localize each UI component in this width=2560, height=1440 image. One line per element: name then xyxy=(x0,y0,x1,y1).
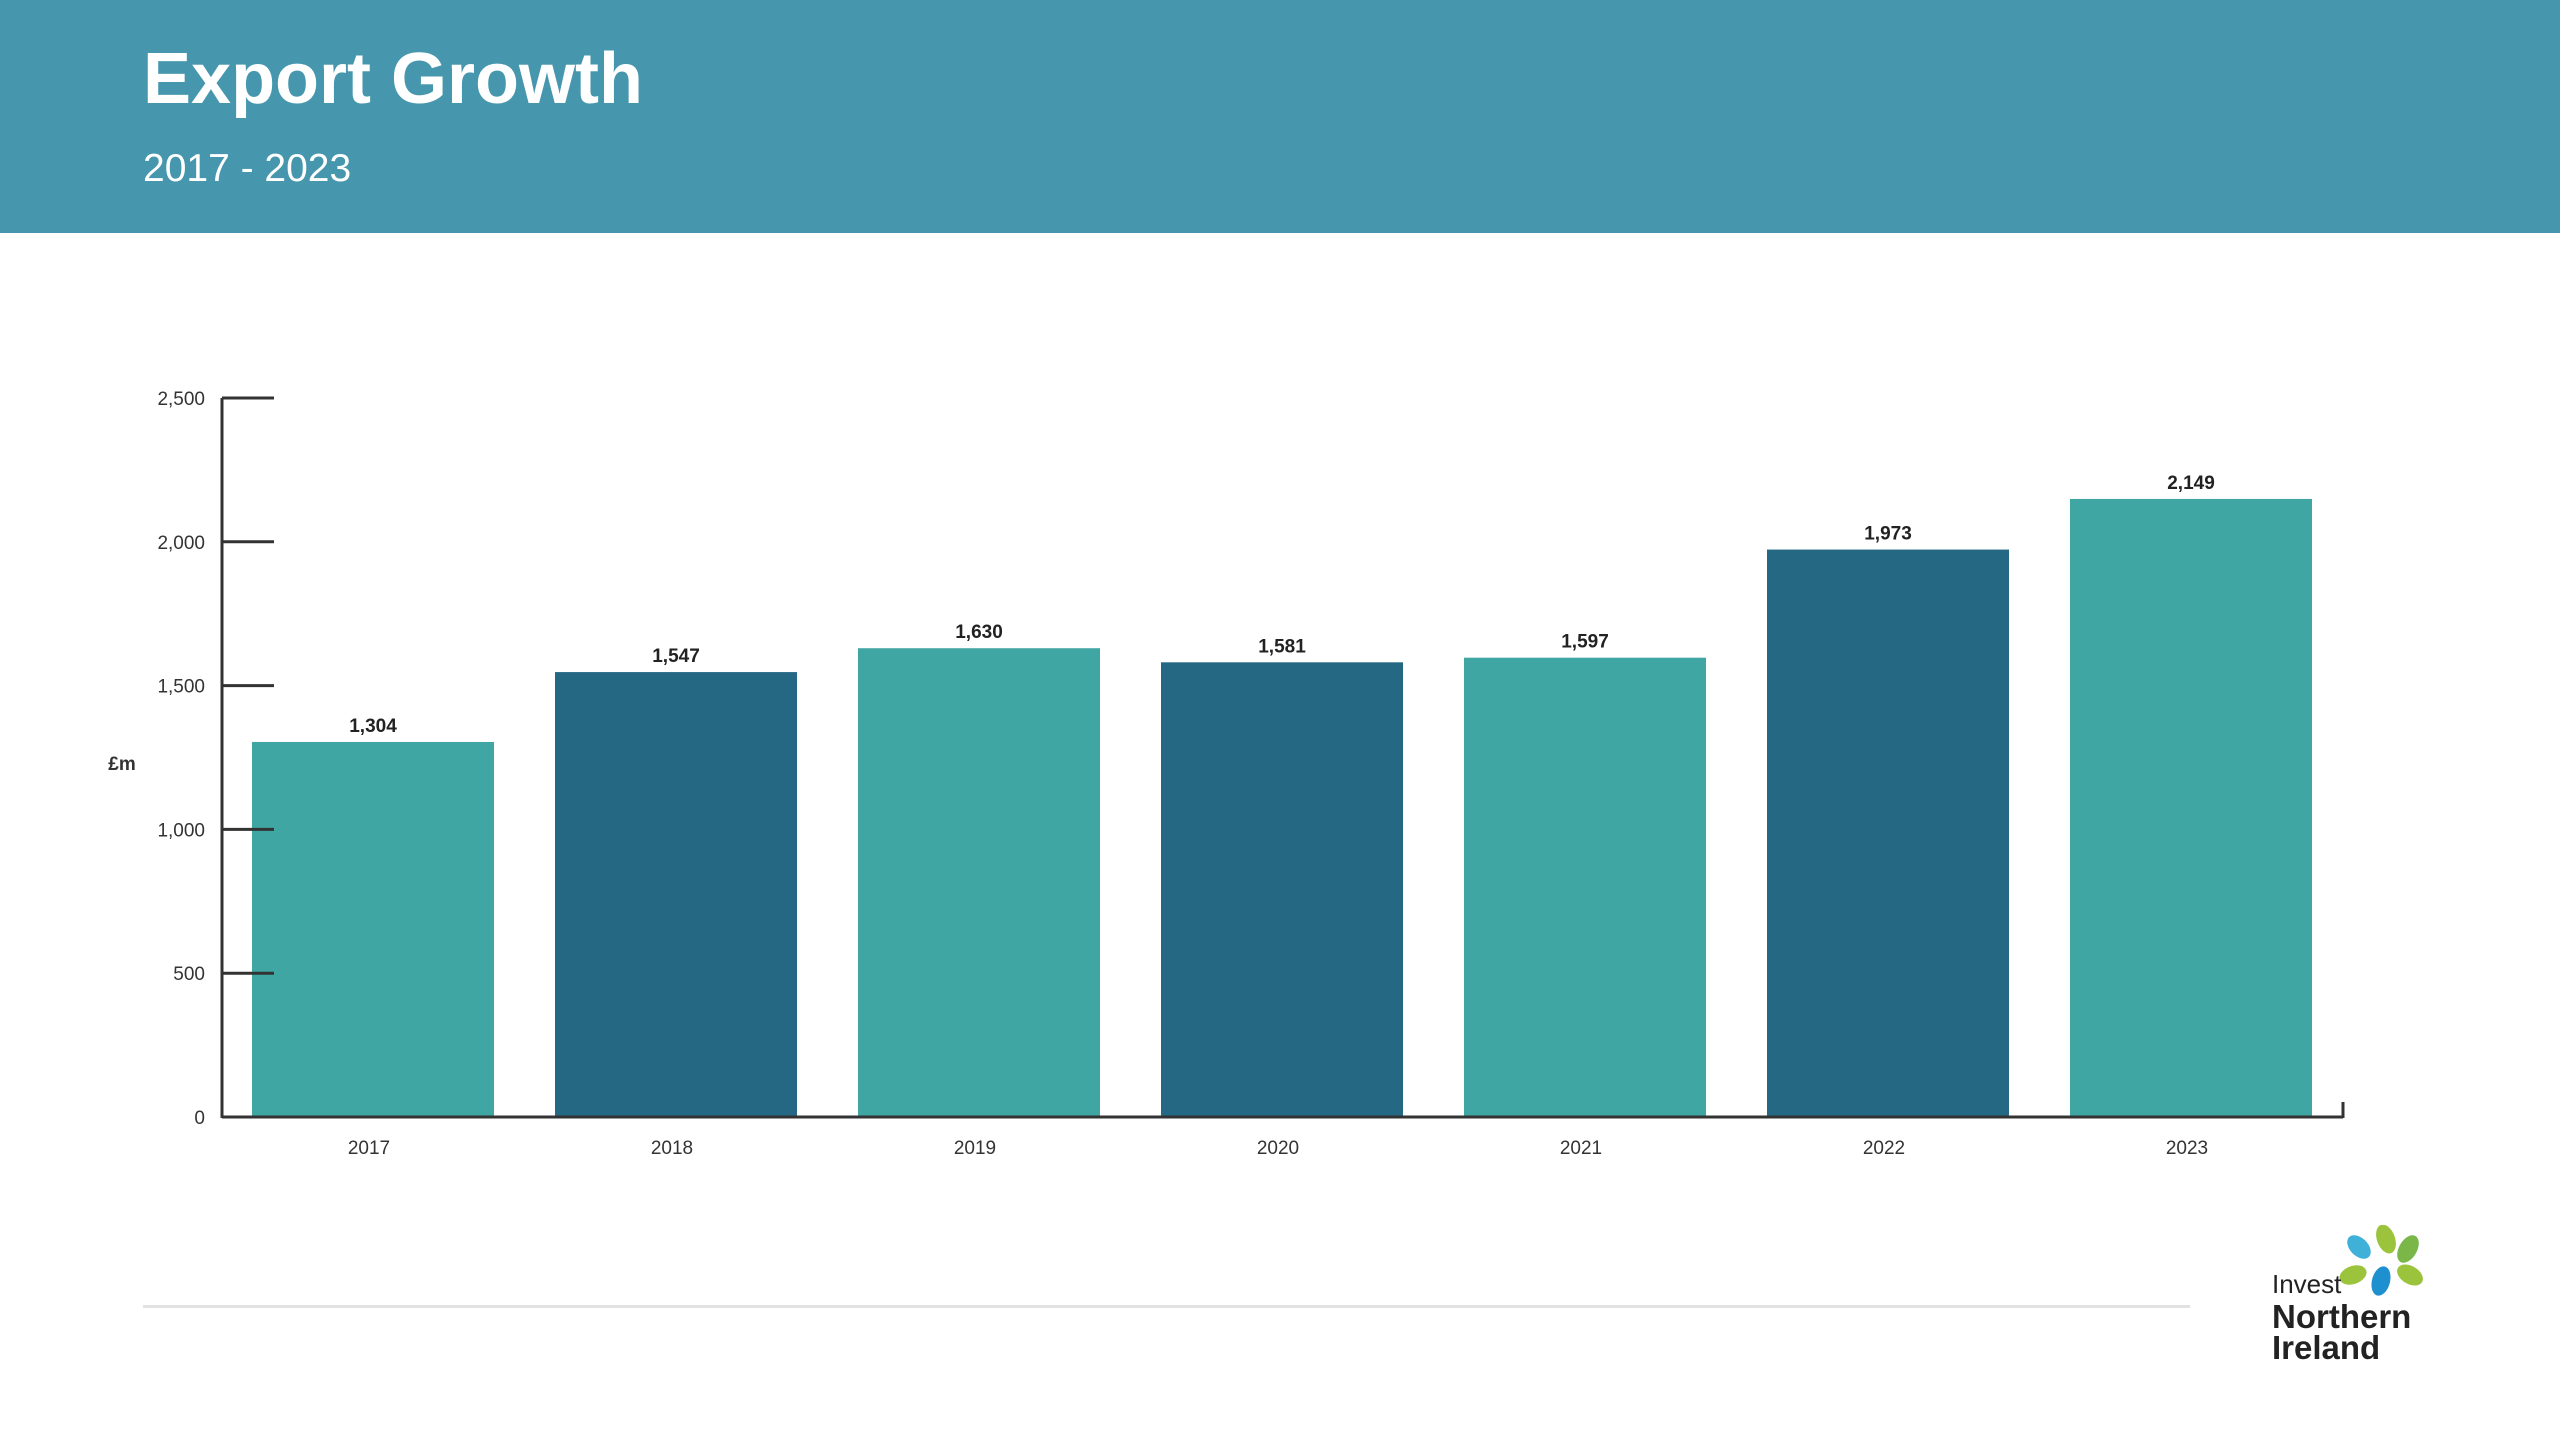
value-label-2019: 1,630 xyxy=(955,622,1003,643)
y-tick-label-1000: 1,000 xyxy=(157,820,205,841)
invest-ni-logo: Invest Northern Ireland xyxy=(2268,1225,2428,1375)
x-tick-label-2017: 2017 xyxy=(348,1138,390,1159)
y-tick-label-500: 500 xyxy=(173,964,205,985)
x-tick-label-2021: 2021 xyxy=(1560,1138,1602,1159)
logo-text-northern: Northern xyxy=(2272,1298,2412,1335)
page-subtitle: 2017 - 2023 xyxy=(143,147,352,190)
logo-text-ireland: Ireland xyxy=(2272,1329,2381,1366)
value-label-2020: 1,581 xyxy=(1258,636,1306,657)
labels-layer: 1,304 2017 1,547 2018 1,630 2019 1,581 2020 1,59… xyxy=(108,389,2215,1159)
y-tick-label-0: 0 xyxy=(194,1108,205,1129)
x-tick-label-2019: 2019 xyxy=(954,1138,996,1159)
value-label-2022: 1,973 xyxy=(1864,524,1912,545)
bar-2019 xyxy=(858,648,1100,1117)
bar-2020 xyxy=(1161,662,1403,1117)
y-tick-label-2500: 2,500 xyxy=(157,389,205,410)
bar-2023 xyxy=(2070,498,2312,1117)
bars-layer xyxy=(252,498,2312,1117)
value-label-2021: 1,597 xyxy=(1561,632,1609,653)
page-title: Export Growth xyxy=(143,39,643,119)
axes-layer xyxy=(220,396,2345,1119)
x-tick-label-2022: 2022 xyxy=(1863,1138,1905,1159)
value-label-2023: 2,149 xyxy=(2167,473,2215,494)
logo-mark-icon xyxy=(2339,1225,2423,1296)
x-tick-label-2018: 2018 xyxy=(651,1138,693,1159)
value-label-2017: 1,304 xyxy=(349,716,397,737)
y-tick-label-2000: 2,000 xyxy=(157,533,205,554)
header-banner: Export Growth 2017 - 2023 xyxy=(0,0,2560,233)
value-label-2018: 1,547 xyxy=(652,646,700,667)
bar-2022 xyxy=(1767,549,2009,1117)
logo-text-invest: Invest xyxy=(2272,1269,2342,1299)
bar-2017 xyxy=(252,741,494,1117)
x-tick-label-2023: 2023 xyxy=(2166,1138,2208,1159)
bar-2021 xyxy=(1464,657,1706,1117)
footer-divider xyxy=(143,1305,2190,1308)
bar-2018 xyxy=(555,672,797,1117)
y-tick-label-1500: 1,500 xyxy=(157,677,205,698)
x-tick-label-2020: 2020 xyxy=(1257,1138,1299,1159)
y-axis-label: £m xyxy=(108,754,135,775)
